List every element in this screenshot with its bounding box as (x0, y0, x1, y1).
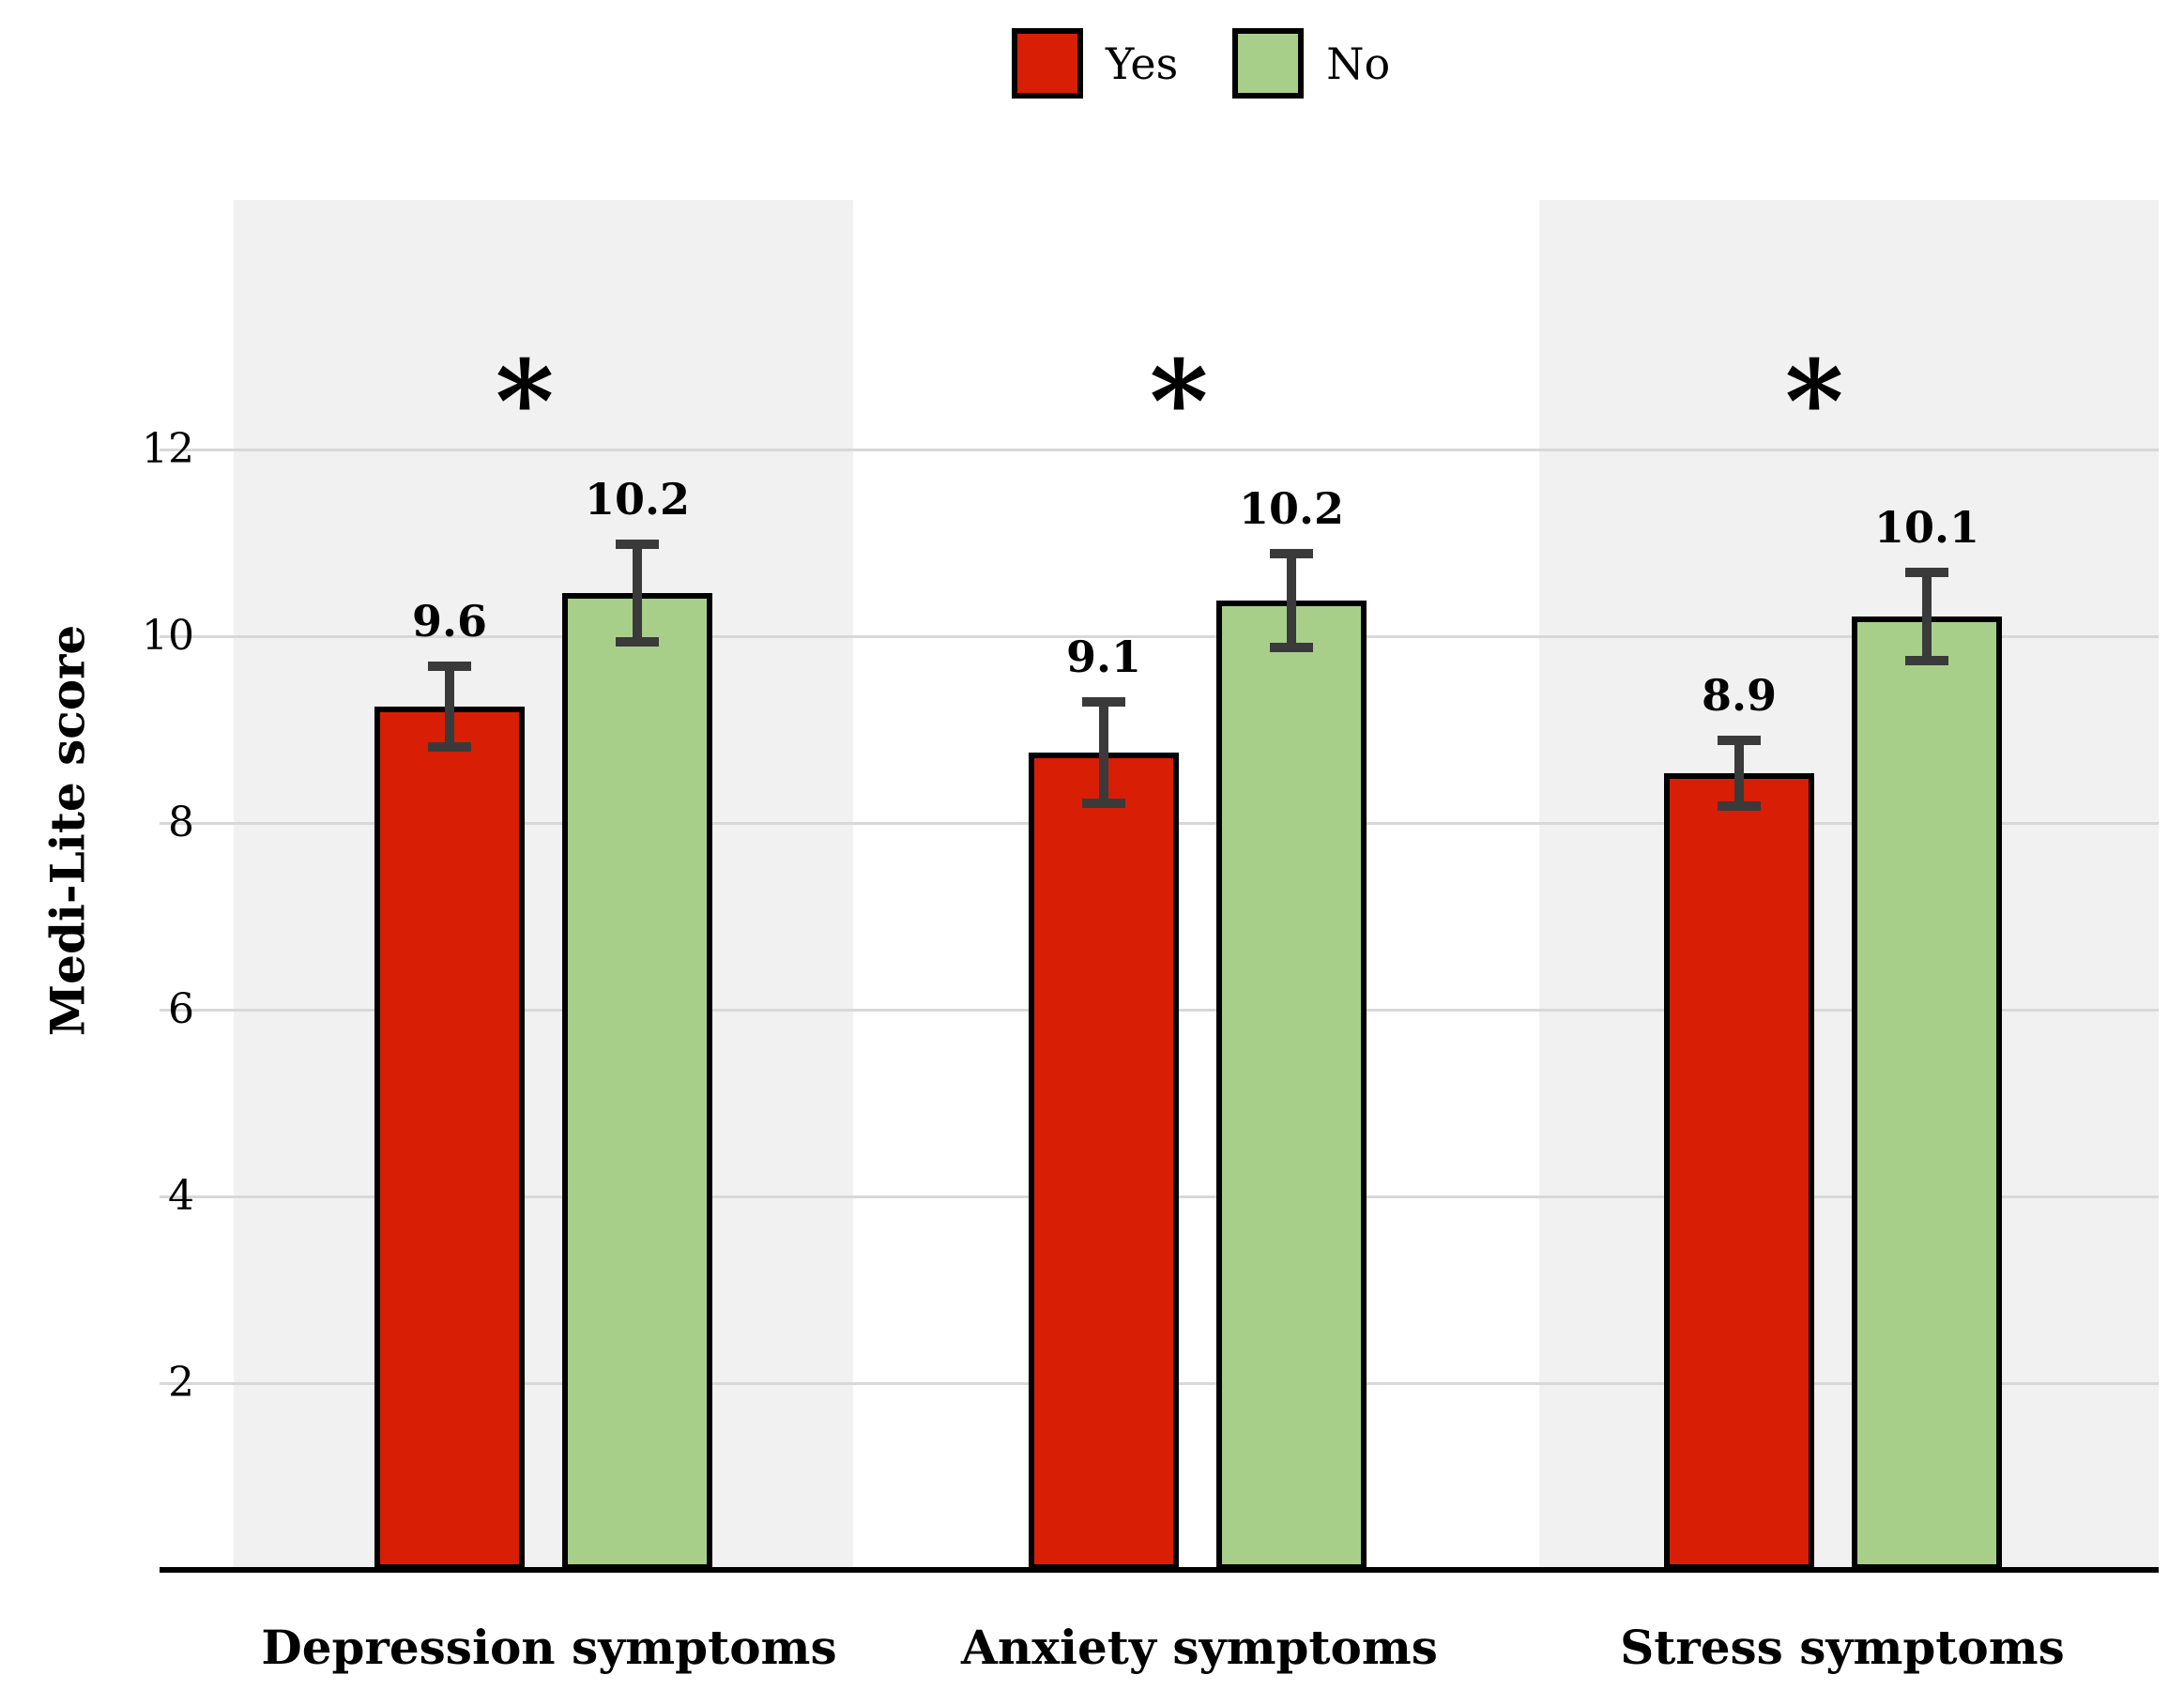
y-tick-label-2: 2 (168, 1359, 194, 1407)
y-tick-label-8: 8 (168, 799, 194, 846)
legend-swatch-no (1232, 28, 1305, 99)
error-bar-cap-top (428, 662, 471, 671)
value-label-yes-3: 8.9 (1701, 670, 1778, 721)
bar-no-2 (1216, 601, 1367, 1570)
y-tick-label-10: 10 (142, 612, 194, 660)
error-bar-line (445, 662, 454, 752)
significance-asterisk-3: * (1784, 336, 1844, 468)
error-bar-cap-top (616, 540, 659, 549)
error-bar-line (1734, 736, 1744, 811)
category-label-2: Anxiety symptoms (961, 1620, 1438, 1675)
error-bar-line (1922, 568, 1932, 665)
error-bar-line (1099, 697, 1108, 808)
plot-area: 9.6 9.1 8.9 10.2 10.2 10.1 * * * (160, 200, 2159, 1570)
significance-asterisk-2: * (1149, 336, 1209, 468)
error-bar-cap-bottom (1082, 799, 1125, 808)
value-label-no-1: 10.2 (584, 474, 691, 525)
error-bar-cap-top (1718, 736, 1761, 745)
gridline-10 (160, 635, 2159, 638)
y-tick-label-6: 6 (168, 985, 194, 1033)
error-bar-cap-bottom (1718, 801, 1761, 811)
error-bar-cap-bottom (616, 637, 659, 647)
error-bar-cap-bottom (428, 742, 471, 752)
category-label-1: Depression symptoms (261, 1620, 837, 1675)
error-bar-cap-bottom (1905, 656, 1948, 665)
bar-yes-1 (374, 707, 525, 1570)
error-bar-line (633, 540, 642, 647)
legend-label-yes: Yes (1106, 38, 1179, 89)
error-bar-cap-top (1082, 697, 1125, 707)
bar-yes-2 (1029, 753, 1179, 1570)
legend-label-no: No (1326, 38, 1391, 89)
legend: Yes No (1012, 28, 1390, 99)
error-bar-line (1287, 549, 1296, 652)
y-tick-label-12: 12 (142, 425, 194, 473)
category-background-band-1 (234, 200, 853, 1570)
bar-yes-3 (1664, 773, 1814, 1570)
legend-item-yes: Yes (1012, 28, 1178, 99)
error-bar-cap-bottom (1270, 643, 1313, 652)
legend-item-no: No (1232, 28, 1390, 99)
value-label-yes-2: 9.1 (1065, 632, 1142, 682)
value-label-no-2: 10.2 (1238, 483, 1345, 534)
bar-no-3 (1852, 617, 2002, 1570)
x-axis-line (160, 1567, 2159, 1573)
gridline-12 (160, 449, 2159, 451)
error-bar-cap-top (1270, 549, 1313, 558)
bar-no-1 (562, 593, 712, 1570)
category-background-band-3 (1539, 200, 2159, 1570)
error-bar-cap-top (1905, 568, 1948, 577)
y-tick-label-4: 4 (168, 1172, 194, 1220)
legend-swatch-yes (1012, 28, 1083, 99)
value-label-yes-1: 9.6 (411, 596, 488, 647)
category-label-3: Stress symptoms (1620, 1620, 2065, 1675)
significance-asterisk-1: * (495, 336, 555, 468)
value-label-no-3: 10.1 (1873, 502, 1980, 553)
